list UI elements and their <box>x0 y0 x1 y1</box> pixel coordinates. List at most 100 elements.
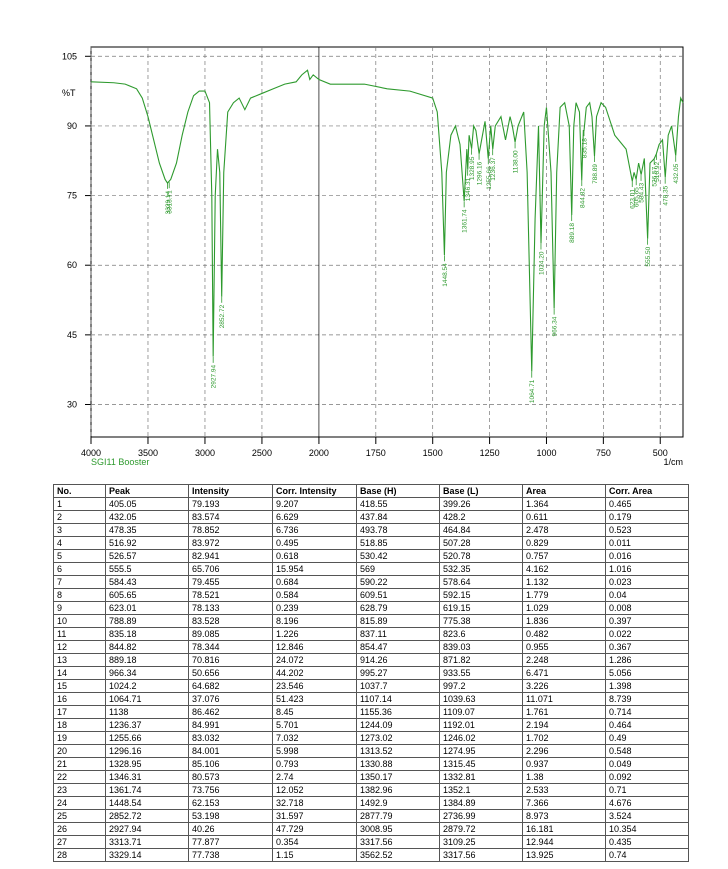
table-cell: 2927.94 <box>105 822 189 836</box>
table-cell: 526.57 <box>105 549 189 563</box>
table-cell: 520.78 <box>439 549 523 563</box>
table-cell: 478.35 <box>105 523 189 537</box>
x-tick-label: 4000 <box>81 448 101 458</box>
table-cell: 5.998 <box>272 744 357 758</box>
table-cell: 84.991 <box>188 718 273 732</box>
peak-label: 623.01 <box>630 189 637 209</box>
table-cell: 432.05 <box>105 510 189 524</box>
table-cell: 0.611 <box>522 510 606 524</box>
table-cell: 569 <box>356 562 440 576</box>
table-row: 15 1024.2 64.682 23.546 1037.7 997.2 3.226 1.39… <box>53 679 689 693</box>
table-cell: 1.761 <box>522 705 606 719</box>
table-cell: 623.01 <box>105 601 189 615</box>
table-cell: 4 <box>53 536 106 550</box>
table-cell: 89.085 <box>188 627 273 641</box>
table-cell: 13.925 <box>522 848 606 862</box>
table-cell: 0.714 <box>605 705 689 719</box>
table-cell: 2.74 <box>272 770 357 784</box>
table-cell: 995.27 <box>356 666 440 680</box>
table-cell: 1037.7 <box>356 679 440 693</box>
table-cell: 815.89 <box>356 614 440 628</box>
table-row: 2 432.05 83.574 6.629 437.84 428.2 0.611 0.179 <box>53 510 689 524</box>
peak-label: 889.18 <box>569 223 576 243</box>
table-cell: 78.344 <box>188 640 273 654</box>
table-cell: 1155.36 <box>356 705 440 719</box>
table-row: 10 788.89 83.528 8.196 815.89 775.38 1.836 0.39… <box>53 614 689 628</box>
table-cell: 78.133 <box>188 601 273 615</box>
table-cell: 2877.79 <box>356 809 440 823</box>
table-cell: 2852.72 <box>105 809 189 823</box>
table-row: 8 605.65 78.521 0.584 609.51 592.15 1.779 0.04 <box>53 588 689 602</box>
table-cell: 2.296 <box>522 744 606 758</box>
table-cell: 18 <box>53 718 106 732</box>
table-cell: 605.65 <box>105 588 189 602</box>
table-cell: 70.816 <box>188 653 273 667</box>
table-row: 1 405.05 79.193 9.207 418.55 399.26 1.364 0.465 <box>53 497 689 511</box>
table-row: 20 1296.16 84.001 5.998 1313.52 1274.95 2.296 0… <box>53 744 689 758</box>
table-cell: 80.573 <box>188 770 273 784</box>
table-cell: 0.523 <box>605 523 689 537</box>
table-cell: 6.736 <box>272 523 357 537</box>
table-cell: 12 <box>53 640 106 654</box>
table-cell: 62.153 <box>188 796 273 810</box>
table-cell: 1382.96 <box>356 783 440 797</box>
column-header: Corr. Intensity <box>272 484 357 498</box>
peak-label: 1236.37 <box>490 157 497 181</box>
table-cell: 7 <box>53 575 106 589</box>
table-cell: 0.465 <box>605 497 689 511</box>
table-cell: 1.286 <box>605 653 689 667</box>
table-cell: 835.18 <box>105 627 189 641</box>
table-cell: 0.354 <box>272 835 357 849</box>
table-cell: 6 <box>53 562 106 576</box>
table-row: 19 1255.66 83.032 7.032 1273.02 1246.02 1.702 0… <box>53 731 689 745</box>
table-cell: 0.793 <box>272 757 357 771</box>
table-cell: 0.955 <box>522 640 606 654</box>
table-cell: 14 <box>53 666 106 680</box>
table-cell: 493.78 <box>356 523 440 537</box>
table-cell: 4.676 <box>605 796 689 810</box>
table-row: 27 3313.71 77.877 0.354 3317.56 3109.25 12.944… <box>53 835 689 849</box>
table-row: 17 1138 86.462 8.45 1155.36 1109.07 1.761 0.714 <box>53 705 689 719</box>
table-cell: 1.226 <box>272 627 357 641</box>
table-cell: 0.464 <box>605 718 689 732</box>
table-cell: 1244.09 <box>356 718 440 732</box>
header-row: No. Peak Intensity Corr. Intensity Base (H) B… <box>53 484 689 498</box>
table-cell: 418.55 <box>356 497 440 511</box>
peak-label: 516.92 <box>654 162 661 182</box>
table-cell: 0.049 <box>605 757 689 771</box>
table-cell: 532.35 <box>439 562 523 576</box>
table-cell: 437.84 <box>356 510 440 524</box>
table-cell: 85.106 <box>188 757 273 771</box>
x-tick-label: 1500 <box>423 448 443 458</box>
y-tick-label: 75 <box>67 191 77 201</box>
table-cell: 0.618 <box>272 549 357 563</box>
table-cell: 1.029 <box>522 601 606 615</box>
table-cell: 966.34 <box>105 666 189 680</box>
table-cell: 0.023 <box>605 575 689 589</box>
table-row: 16 1064.71 37.076 51.423 1107.14 1039.63 11.07… <box>53 692 689 706</box>
table-cell: 1 <box>53 497 106 511</box>
table-cell: 1246.02 <box>439 731 523 745</box>
table-cell: 31.597 <box>272 809 357 823</box>
table-cell: 51.423 <box>272 692 357 706</box>
table-cell: 3562.52 <box>356 848 440 862</box>
table-cell: 628.79 <box>356 601 440 615</box>
table-cell: 83.032 <box>188 731 273 745</box>
peak-label: 1361.74 <box>462 209 469 233</box>
table-cell: 0.367 <box>605 640 689 654</box>
table-cell: 26 <box>53 822 106 836</box>
table-cell: 12.052 <box>272 783 357 797</box>
table-cell: 27 <box>53 835 106 849</box>
table-cell: 0.092 <box>605 770 689 784</box>
table-cell: 7.366 <box>522 796 606 810</box>
table-cell: 1064.71 <box>105 692 189 706</box>
table-cell: 0.239 <box>272 601 357 615</box>
table-cell: 23 <box>53 783 106 797</box>
table-cell: 0.016 <box>605 549 689 563</box>
table-cell: 3008.95 <box>356 822 440 836</box>
table-cell: 44.202 <box>272 666 357 680</box>
table-cell: 28 <box>53 848 106 862</box>
table-cell: 3109.25 <box>439 835 523 849</box>
table-cell: 4.162 <box>522 562 606 576</box>
table-cell: 1255.66 <box>105 731 189 745</box>
